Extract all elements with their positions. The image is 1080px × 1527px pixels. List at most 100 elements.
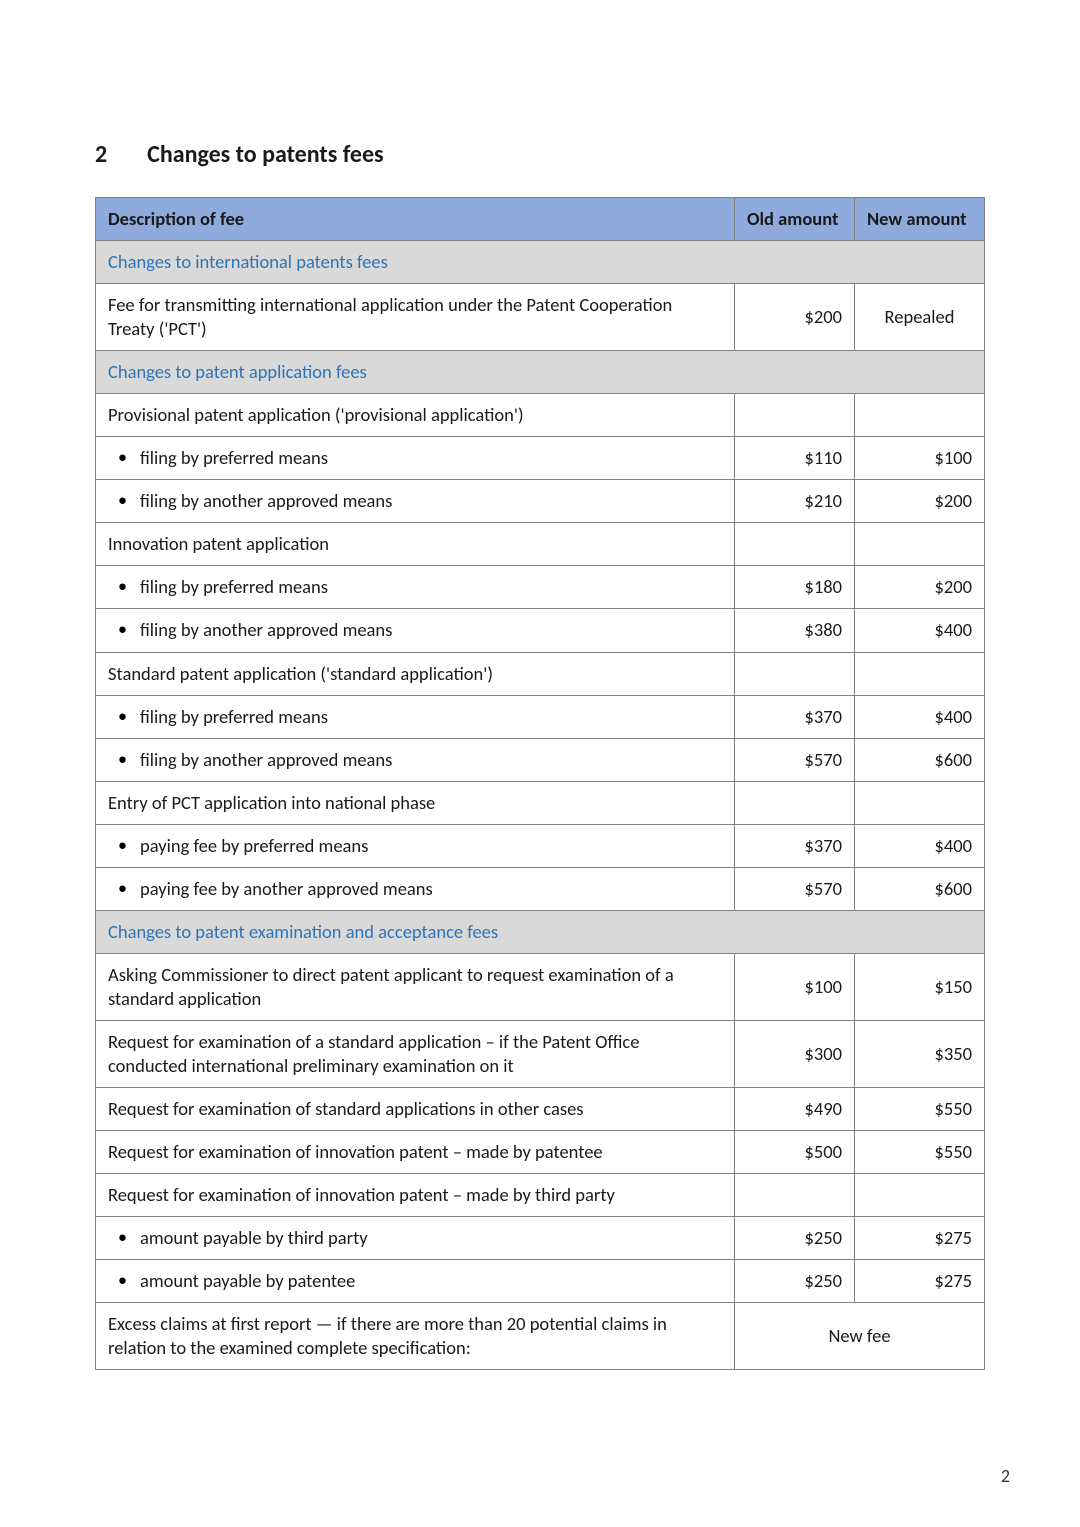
- fee-new-amount: $400: [855, 824, 985, 867]
- fee-old-amount: $370: [735, 824, 855, 867]
- fee-description: Request for examination of standard appl…: [96, 1088, 735, 1131]
- fee-new-amount: $200: [855, 480, 985, 523]
- fee-old-amount: $570: [735, 738, 855, 781]
- header-old-amount: Old amount: [735, 198, 855, 241]
- fee-old-amount: $110: [735, 437, 855, 480]
- header-new-amount: New amount: [855, 198, 985, 241]
- fee-new-amount: $350: [855, 1020, 985, 1087]
- fee-new-amount: Repealed: [855, 284, 985, 351]
- table-row: Excess claims at first report — if there…: [96, 1303, 985, 1370]
- table-row: Request for examination of a standard ap…: [96, 1020, 985, 1087]
- fee-description: filing by preferred means: [96, 566, 735, 609]
- table-row: Asking Commissioner to direct patent app…: [96, 953, 985, 1020]
- fee-description: paying fee by preferred means: [96, 824, 735, 867]
- fee-old-amount: $100: [735, 953, 855, 1020]
- fee-merged-amount: New fee: [735, 1303, 985, 1370]
- table-row: amount payable by third party$250$275: [96, 1217, 985, 1260]
- table-row: Innovation patent application: [96, 523, 985, 566]
- fee-new-amount: $600: [855, 738, 985, 781]
- table-row: paying fee by preferred means$370$400: [96, 824, 985, 867]
- table-body: Changes to international patents feesFee…: [96, 241, 985, 1370]
- fee-old-amount: $210: [735, 480, 855, 523]
- document-page: 2 Changes to patents fees Description of…: [0, 0, 1080, 1527]
- fee-new-amount: $100: [855, 437, 985, 480]
- section-label: Changes to international patents fees: [96, 241, 985, 284]
- fee-description: Request for examination of innovation pa…: [96, 1174, 735, 1217]
- fee-new-amount: $200: [855, 566, 985, 609]
- table-row: filing by another approved means$570$600: [96, 738, 985, 781]
- fee-new-amount: $275: [855, 1217, 985, 1260]
- table-row: filing by preferred means$180$200: [96, 566, 985, 609]
- fee-old-amount: $570: [735, 867, 855, 910]
- fee-new-amount: [855, 394, 985, 437]
- fee-old-amount: [735, 652, 855, 695]
- fee-new-amount: $150: [855, 953, 985, 1020]
- fee-old-amount: $250: [735, 1217, 855, 1260]
- fee-new-amount: $550: [855, 1131, 985, 1174]
- fee-description: Standard patent application ('standard a…: [96, 652, 735, 695]
- section-label: Changes to patent examination and accept…: [96, 910, 985, 953]
- fee-description: Innovation patent application: [96, 523, 735, 566]
- fee-new-amount: [855, 1174, 985, 1217]
- fee-description: Fee for transmitting international appli…: [96, 284, 735, 351]
- fee-old-amount: $370: [735, 695, 855, 738]
- table-row: Request for examination of innovation pa…: [96, 1174, 985, 1217]
- fee-old-amount: $500: [735, 1131, 855, 1174]
- fee-description: Entry of PCT application into national p…: [96, 781, 735, 824]
- fee-new-amount: [855, 781, 985, 824]
- table-row: paying fee by another approved means$570…: [96, 867, 985, 910]
- table-row: filing by another approved means$210$200: [96, 480, 985, 523]
- table-row: Standard patent application ('standard a…: [96, 652, 985, 695]
- fee-old-amount: [735, 1174, 855, 1217]
- table-row: amount payable by patentee$250$275: [96, 1260, 985, 1303]
- fee-description: paying fee by another approved means: [96, 867, 735, 910]
- fee-new-amount: $400: [855, 609, 985, 652]
- fee-description: amount payable by third party: [96, 1217, 735, 1260]
- fee-description: amount payable by patentee: [96, 1260, 735, 1303]
- section-heading: 2 Changes to patents fees: [95, 140, 985, 169]
- table-row: filing by preferred means$370$400: [96, 695, 985, 738]
- table-row: Changes to international patents fees: [96, 241, 985, 284]
- table-row: filing by preferred means$110$100: [96, 437, 985, 480]
- fee-description: Excess claims at first report — if there…: [96, 1303, 735, 1370]
- header-description: Description of fee: [96, 198, 735, 241]
- table-row: Fee for transmitting international appli…: [96, 284, 985, 351]
- fee-description: filing by another approved means: [96, 738, 735, 781]
- fee-old-amount: $300: [735, 1020, 855, 1087]
- fee-new-amount: $600: [855, 867, 985, 910]
- fee-new-amount: [855, 652, 985, 695]
- table-row: Request for examination of innovation pa…: [96, 1131, 985, 1174]
- fee-old-amount: $200: [735, 284, 855, 351]
- fee-old-amount: $490: [735, 1088, 855, 1131]
- fee-description: filing by another approved means: [96, 480, 735, 523]
- table-row: Changes to patent application fees: [96, 351, 985, 394]
- fee-old-amount: $180: [735, 566, 855, 609]
- table-header-row: Description of fee Old amount New amount: [96, 198, 985, 241]
- fee-description: Request for examination of a standard ap…: [96, 1020, 735, 1087]
- section-number: 2: [95, 140, 107, 169]
- table-row: Changes to patent examination and accept…: [96, 910, 985, 953]
- fee-description: Provisional patent application ('provisi…: [96, 394, 735, 437]
- fee-description: Asking Commissioner to direct patent app…: [96, 953, 735, 1020]
- fee-new-amount: [855, 523, 985, 566]
- fee-old-amount: $250: [735, 1260, 855, 1303]
- table-row: filing by another approved means$380$400: [96, 609, 985, 652]
- fee-old-amount: $380: [735, 609, 855, 652]
- fee-new-amount: $550: [855, 1088, 985, 1131]
- fee-table: Description of fee Old amount New amount…: [95, 197, 985, 1370]
- fee-old-amount: [735, 394, 855, 437]
- fee-new-amount: $275: [855, 1260, 985, 1303]
- table-row: Entry of PCT application into national p…: [96, 781, 985, 824]
- table-row: Provisional patent application ('provisi…: [96, 394, 985, 437]
- fee-old-amount: [735, 523, 855, 566]
- page-number: 2: [1001, 1465, 1010, 1487]
- section-label: Changes to patent application fees: [96, 351, 985, 394]
- fee-old-amount: [735, 781, 855, 824]
- table-row: Request for examination of standard appl…: [96, 1088, 985, 1131]
- fee-description: filing by preferred means: [96, 695, 735, 738]
- section-title: Changes to patents fees: [147, 140, 383, 169]
- fee-description: Request for examination of innovation pa…: [96, 1131, 735, 1174]
- fee-description: filing by another approved means: [96, 609, 735, 652]
- fee-description: filing by preferred means: [96, 437, 735, 480]
- fee-new-amount: $400: [855, 695, 985, 738]
